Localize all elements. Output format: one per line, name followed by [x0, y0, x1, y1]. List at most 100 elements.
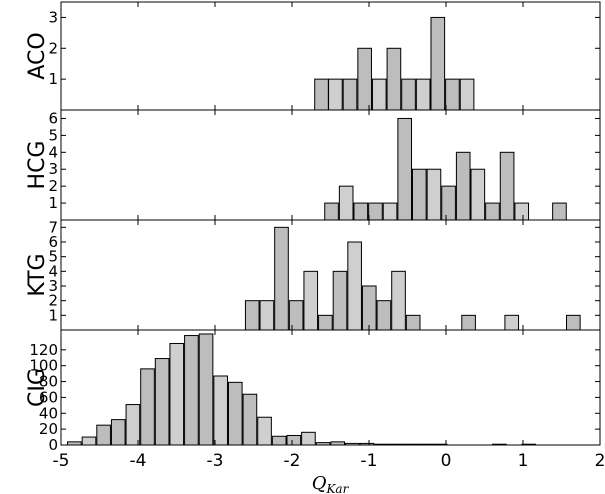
y-tick-label: 40 [39, 404, 58, 422]
x-axis: -5 -4 -3 -2 -1 0 1 2 [53, 451, 605, 471]
x-axis-label: QKar [312, 473, 350, 494]
x-tick-label: -4 [130, 451, 147, 471]
panel-frame [60, 329, 601, 446]
bar-ktg [347, 241, 362, 331]
y-tick-label: 100 [29, 357, 58, 375]
bar-ktg [332, 270, 348, 331]
x-tick-label: -5 [53, 451, 70, 471]
bar-cig [169, 342, 185, 446]
bar-hcg [397, 117, 413, 221]
bar-cig [96, 424, 111, 446]
bar-ktg [566, 314, 581, 331]
bar-hcg [412, 168, 427, 221]
x-tick-label: -2 [284, 451, 301, 471]
bar-cig [125, 404, 141, 446]
bar-cig [184, 335, 199, 446]
bar-ktg [244, 300, 260, 331]
y-tick-label: 7 [48, 218, 58, 236]
y-tick-label: 6 [48, 109, 58, 127]
bar-aco [415, 78, 431, 111]
bar-ktg [391, 270, 406, 331]
bar-cig [213, 375, 228, 446]
x-tick-label: -3 [207, 451, 224, 471]
bar-hcg [353, 202, 369, 221]
bar-cig [286, 434, 302, 446]
y-tick-label: 3 [48, 8, 58, 26]
y-tick-label: 5 [48, 248, 58, 266]
y-tick-label: 0 [48, 436, 58, 454]
bar-ktg [405, 314, 421, 331]
bar-ktg [376, 300, 392, 331]
bar-cig [271, 435, 287, 446]
bar-hcg [514, 202, 530, 221]
panel-label-cig: CIG [25, 368, 50, 407]
bar-ktg [504, 314, 520, 331]
y-tick-label: 120 [29, 341, 58, 359]
y-tick-label: 1 [48, 70, 58, 88]
panel-frame [60, 219, 601, 331]
bar-cig [257, 416, 272, 446]
bar-hcg [338, 185, 354, 221]
panel-label-ktg: KTG [25, 253, 50, 296]
y-tick-label: 5 [48, 126, 58, 144]
bar-aco [314, 78, 329, 111]
bar-hcg [426, 168, 442, 221]
x-tick-label: 0 [441, 451, 452, 471]
y-tick-label: 4 [48, 143, 58, 161]
panel-label-hcg: HCG [25, 141, 50, 190]
bar-hcg [324, 202, 339, 221]
bar-aco [371, 78, 387, 111]
bar-hcg [499, 151, 515, 221]
y-tick-label: 6 [48, 233, 58, 251]
bar-cig [198, 333, 214, 446]
bar-aco [328, 78, 343, 111]
y-tick-label: 2 [48, 177, 58, 195]
y-tick-label: 3 [48, 277, 58, 295]
y-tick-label: 2 [48, 39, 58, 57]
bar-ktg [259, 300, 275, 331]
bar-aco [401, 78, 416, 111]
bar-aco [342, 78, 358, 111]
y-tick-label: 80 [39, 373, 58, 391]
bar-cig [301, 431, 316, 446]
panel-aco: 1 2 3 ACO [25, 1, 601, 111]
bar-ktg [318, 314, 333, 331]
bar-ktg [288, 300, 304, 331]
y-tick-label: 2 [48, 292, 58, 310]
bar-ktg [361, 285, 377, 331]
bar-hcg [552, 202, 567, 221]
x-tick-label: 2 [595, 451, 605, 471]
bar-hcg [441, 185, 456, 221]
bar-aco [357, 47, 372, 111]
bar-ktg [303, 270, 319, 331]
y-tick-label: 1 [48, 306, 58, 324]
panels-layer: 123ACO123456HCG1234567KTG020406080100120… [25, 1, 601, 454]
bar-ktg [274, 226, 289, 331]
bar-cig [242, 393, 258, 446]
bar-hcg [382, 202, 398, 221]
panel-label-aco: ACO [25, 32, 50, 79]
bar-ktg [461, 314, 476, 331]
bar-hcg [368, 202, 383, 221]
bar-cig [140, 368, 155, 446]
y-tick-label: 60 [39, 388, 58, 406]
bar-cig [81, 436, 97, 446]
y-tick-label: 20 [39, 420, 58, 438]
bar-aco [430, 16, 446, 111]
y-tick-label: 4 [48, 262, 58, 280]
x-tick-label: 1 [518, 451, 529, 471]
bar-cig [154, 358, 170, 446]
bar-hcg [485, 202, 500, 221]
bar-cig [227, 381, 243, 446]
y-tick-label: 1 [48, 194, 58, 212]
bar-hcg [470, 168, 486, 221]
bar-cig [110, 419, 126, 446]
y-tick-label: 3 [48, 160, 58, 178]
x-tick-label: -1 [361, 451, 378, 471]
bar-aco [459, 78, 475, 111]
bar-aco [386, 47, 402, 111]
